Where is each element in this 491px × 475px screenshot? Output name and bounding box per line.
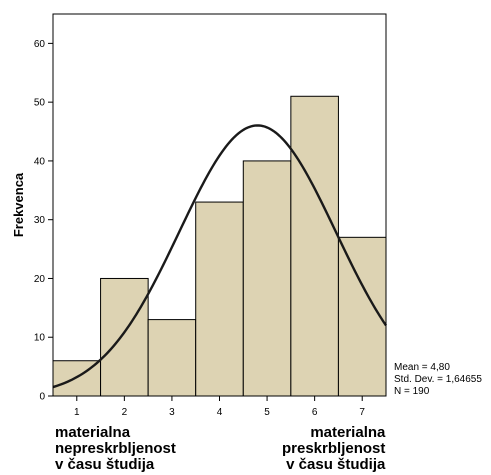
y-tick-label: 50 <box>34 98 46 109</box>
x-tick-label: 4 <box>217 407 223 418</box>
low-end-line-1: materialna <box>55 424 131 441</box>
x-tick-label: 1 <box>74 407 80 418</box>
y-tick-label: 20 <box>34 274 46 285</box>
high-end-label: materialna preskrbljenost v času študija <box>282 425 385 473</box>
bar-2 <box>100 277 149 397</box>
x-tick-label: 5 <box>264 407 270 418</box>
bar-4 <box>195 201 244 397</box>
high-end-line-1: materialna <box>310 424 386 441</box>
y-tick-label: 0 <box>39 392 45 403</box>
low-end-label: materialna nepreskrbljenost v času študi… <box>55 425 176 473</box>
y-tick-label: 60 <box>34 39 46 50</box>
x-tick-label: 6 <box>312 407 318 418</box>
y-axis-title: Frekvenca <box>11 172 26 237</box>
bar-7 <box>337 236 387 397</box>
stats-n: N = 190 <box>394 386 430 397</box>
y-axis: 0 10 20 30 40 50 60 <box>34 39 53 403</box>
x-tick-label: 2 <box>122 407 128 418</box>
high-end-line-2: preskrbljenost <box>282 440 386 457</box>
bar-3 <box>147 319 197 397</box>
stats-box: Mean = 4,80 Std. Dev. = 1,64655 N = 190 <box>394 362 482 397</box>
normal-curve <box>52 124 387 389</box>
y-tick-label: 30 <box>34 215 46 226</box>
x-axis: 1 2 3 4 5 6 7 <box>74 396 365 418</box>
y-tick-label: 40 <box>34 156 46 167</box>
stats-mean: Mean = 4,80 <box>394 362 450 373</box>
high-end-line-3: v času študija <box>286 456 386 473</box>
x-tick-label: 7 <box>359 407 365 418</box>
x-tick-label: 3 <box>169 407 175 418</box>
bar-5 <box>242 160 292 397</box>
stats-std-dev: Std. Dev. = 1,64655 <box>394 374 482 385</box>
low-end-line-2: nepreskrbljenost <box>55 440 176 457</box>
low-end-line-3: v času študija <box>55 456 155 473</box>
y-tick-label: 10 <box>34 333 46 344</box>
bar-6 <box>290 95 339 397</box>
